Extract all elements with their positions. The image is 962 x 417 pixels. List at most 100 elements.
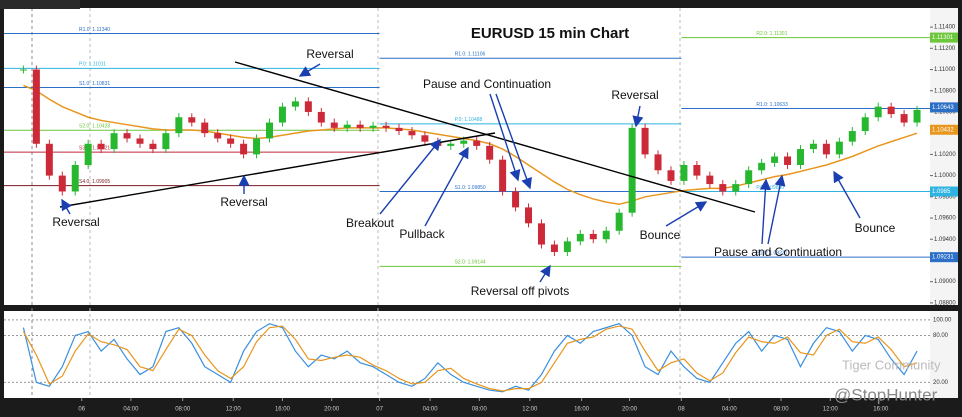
candle (641, 127, 649, 155)
arrow (379, 138, 441, 215)
price-marker-label: 1.09231 (932, 255, 954, 261)
annotation: Breakout (346, 216, 395, 230)
candle (473, 140, 481, 146)
window-bar (0, 0, 80, 9)
x-tick-label: 08 (678, 407, 685, 413)
arrow (665, 201, 708, 227)
candle (175, 117, 183, 134)
annotation: Reversal (52, 215, 99, 229)
candle (240, 143, 248, 155)
annotation: Bounce (855, 221, 896, 235)
x-tick-label: 04:00 (722, 407, 738, 413)
y-tick-label: 1.10800 (934, 88, 956, 94)
y-tick-label: 80.00 (933, 333, 949, 339)
candle (460, 140, 468, 144)
pivot-label: S2.0: 1.10428 (79, 124, 110, 130)
candle (32, 69, 40, 144)
price-marker-label: 1.10643 (932, 105, 954, 111)
candle (317, 111, 325, 123)
candle (784, 156, 792, 165)
candle (253, 138, 261, 155)
candle (447, 143, 455, 146)
arrow (489, 93, 521, 182)
candle (71, 164, 79, 192)
candle (214, 133, 222, 139)
x-tick-label: 16:00 (873, 407, 889, 413)
arrow (495, 93, 532, 190)
chart-title: EURUSD 15 min Chart (471, 25, 629, 42)
candle (45, 143, 53, 176)
candle (874, 106, 882, 118)
annotation: Pullback (399, 227, 445, 241)
x-tick-label: 12:00 (823, 407, 839, 413)
candle (499, 159, 507, 192)
arrow (632, 105, 644, 128)
candle (848, 131, 856, 142)
annotation: Bounce (640, 228, 681, 242)
candle (304, 101, 312, 112)
annotation: Reversal off pivots (471, 284, 570, 298)
annotation: Pause and Continuation (714, 245, 842, 259)
pivot-label: S1.0: 1.10831 (79, 81, 110, 87)
x-tick-label: 04:00 (423, 407, 439, 413)
y-tick-label: 1.11200 (934, 46, 956, 52)
candle (291, 101, 299, 107)
plot-layer: 1.088001.090001.092001.094001.096001.098… (4, 25, 958, 413)
candle (278, 106, 286, 123)
y-tick-label: 1.11400 (934, 25, 956, 31)
candle (887, 106, 895, 115)
x-tick-label: 08:00 (774, 407, 790, 413)
x-tick-label: 16:00 (574, 407, 590, 413)
stochastic-line (22, 325, 918, 392)
price-marker-label: 1.11301 (932, 35, 954, 41)
x-tick-label: 16:00 (275, 407, 291, 413)
y-tick-label: 1.10200 (934, 152, 956, 158)
annotation: Pause and Continuation (423, 77, 551, 91)
candle (602, 230, 610, 240)
price-marker (930, 32, 958, 43)
candle (809, 143, 817, 150)
candle (537, 223, 545, 245)
y-tick-label: 1.10000 (934, 173, 956, 179)
annotation: Reversal (611, 88, 658, 102)
candle (771, 156, 779, 163)
candle (408, 131, 416, 136)
candle (796, 149, 804, 165)
candle (667, 170, 675, 181)
x-tick-label: 06 (78, 407, 85, 413)
x-tick-label: 20:00 (622, 407, 638, 413)
candle (188, 117, 196, 123)
candle (356, 124, 364, 128)
arrow (759, 178, 771, 245)
candle (680, 164, 688, 181)
arrow (61, 198, 72, 215)
candle (693, 164, 701, 176)
candle (822, 143, 830, 155)
watermark: Tiger Community (842, 357, 941, 372)
candle (615, 212, 623, 231)
candle (162, 133, 170, 150)
candle (343, 124, 351, 128)
candle (265, 122, 273, 139)
candle (835, 141, 843, 155)
price-marker-label: 1.0985 (932, 189, 951, 195)
y-tick-label: 1.10600 (934, 110, 956, 116)
annotation: Reversal (306, 47, 353, 61)
pivot-label: R2.0: 1.11301 (756, 31, 787, 37)
candle (512, 191, 520, 208)
y-tick-label: 1.09600 (934, 216, 956, 222)
moving-average (23, 84, 918, 205)
candle (227, 138, 235, 144)
candle (525, 207, 533, 224)
candle (149, 143, 157, 150)
y-tick-label: 1.08800 (934, 300, 956, 306)
trendline (59, 132, 496, 208)
x-tick-label: 07 (376, 407, 383, 413)
arrow (424, 146, 469, 227)
arrows (61, 63, 861, 283)
candle (563, 241, 571, 252)
candle (745, 170, 753, 185)
candle (550, 244, 558, 252)
candle (758, 162, 766, 171)
